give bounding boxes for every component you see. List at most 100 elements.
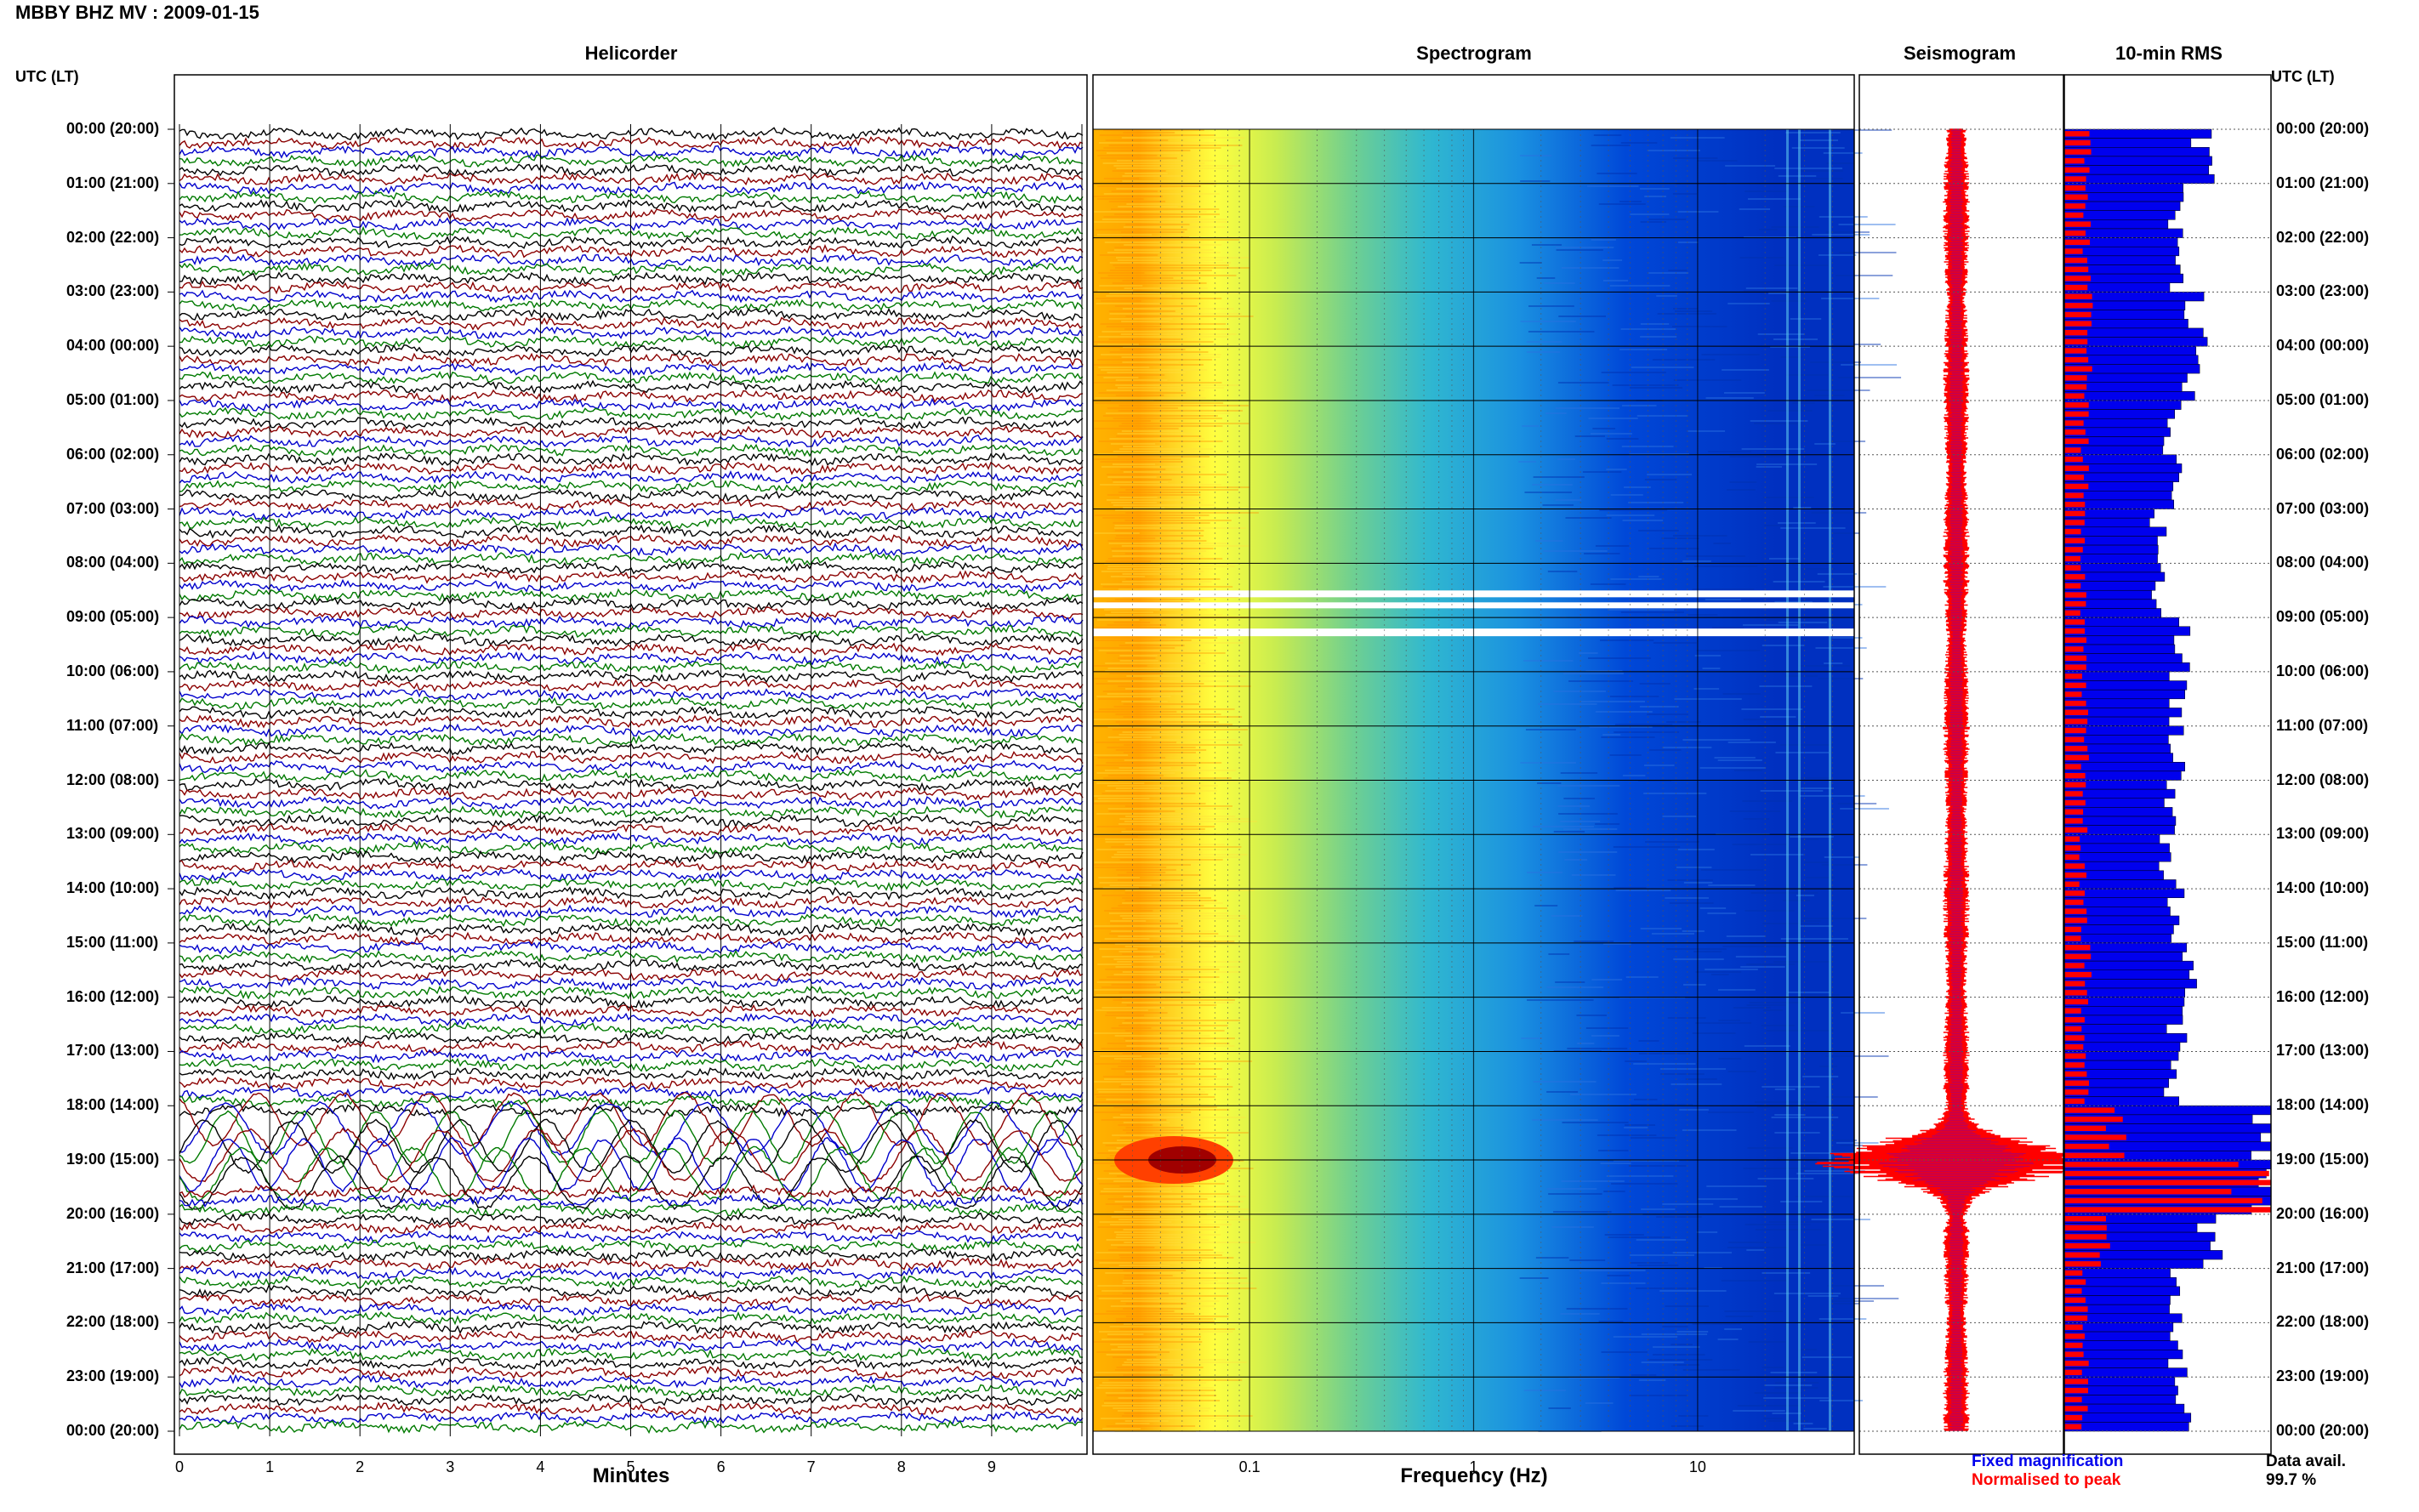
rms-bar-normalised <box>2064 510 2086 517</box>
hour-label: 03:00 (23:00) <box>2276 282 2370 300</box>
rms-bar-normalised <box>2064 366 2092 372</box>
rms-bar-normalised <box>2064 600 2086 607</box>
hour-label: 04:00 (00:00) <box>66 337 160 355</box>
rms-bar-normalised <box>2064 311 2092 318</box>
rms-bar-normalised <box>2064 555 2080 562</box>
hour-label: 00:00 (20:00) <box>66 1422 160 1439</box>
rms-bar-fixed <box>2063 689 2185 700</box>
rms-bar-normalised <box>2064 655 2087 662</box>
rms-bar-normalised <box>2064 1197 2262 1204</box>
hour-label: 03:00 (23:00) <box>66 282 160 300</box>
hour-label: 00:00 (20:00) <box>2276 1422 2370 1439</box>
rms-bar-normalised <box>2064 456 2083 463</box>
rms-bar-fixed <box>2063 852 2171 862</box>
rms-bar-normalised <box>2064 139 2091 146</box>
rms-bar-normalised <box>2064 257 2088 264</box>
hour-label: 22:00 (18:00) <box>2276 1313 2370 1331</box>
rms-bar-normalised <box>2064 1062 2085 1068</box>
hour-label: 16:00 (12:00) <box>2276 987 2370 1005</box>
hour-label: 21:00 (17:00) <box>2276 1259 2370 1276</box>
hour-label: 22:00 (18:00) <box>66 1313 160 1331</box>
rms-bar-normalised <box>2064 809 2084 815</box>
rms-bar-normalised <box>2064 674 2082 679</box>
rms-bar-normalised <box>2064 1406 2088 1412</box>
rms-bar-normalised <box>2064 691 2082 697</box>
rms-bars <box>2063 128 2272 1432</box>
minute-tick-label: 6 <box>716 1458 726 1475</box>
rms-bar-normalised <box>2064 293 2092 299</box>
hour-label: 21:00 (17:00) <box>66 1259 160 1276</box>
rms-bar-normalised <box>2064 1361 2089 1367</box>
hour-label: 05:00 (01:00) <box>66 390 160 408</box>
rms-bar-normalised <box>2064 881 2080 887</box>
seismogram-fixed <box>1878 128 2035 1431</box>
hour-label: 09:00 (05:00) <box>2276 608 2370 626</box>
rms-bar-normalised <box>2064 393 2085 399</box>
minute-tick-label: 0 <box>174 1458 185 1475</box>
rms-bar-normalised <box>2064 1324 2083 1330</box>
spectrogram-xlabel: Frequency (Hz) <box>1400 1464 1548 1487</box>
page-title: MBBY BHZ MV : 2009-01-15 <box>15 2 259 23</box>
rms-bar-normalised <box>2064 1189 2232 1195</box>
frequency-tick-label: 0.1 <box>1238 1458 1261 1475</box>
data-avail-label: Data avail. <box>2266 1452 2346 1470</box>
rms-bar-normalised <box>2064 1378 2088 1384</box>
rms-bar-normalised <box>2064 492 2084 498</box>
spectrogram-title: Spectrogram <box>1416 43 1532 64</box>
rms-bar-normalised <box>2064 827 2088 833</box>
rms-bar-normalised <box>2064 854 2080 861</box>
minute-tick-label: 3 <box>446 1458 455 1475</box>
hour-label: 23:00 (19:00) <box>66 1367 160 1385</box>
rms-bar-normalised <box>2064 981 2086 986</box>
hour-label: 11:00 (07:00) <box>66 716 159 734</box>
rms-bar-fixed <box>2063 879 2177 890</box>
rms-bar-normalised <box>2064 610 2080 616</box>
rms-bar-normalised <box>2064 1152 2125 1158</box>
minute-tick-label: 9 <box>987 1458 996 1475</box>
rms-bar-normalised <box>2064 1143 2109 1150</box>
hour-label: 17:00 (13:00) <box>66 1042 160 1060</box>
rms-bar-normalised <box>2064 1306 2088 1312</box>
rms-bar-normalised <box>2064 266 2089 272</box>
seismogram-title: Seismogram <box>1903 43 2017 64</box>
rms-bar-normalised <box>2064 1071 2087 1077</box>
hour-label: 15:00 (11:00) <box>66 933 159 951</box>
rms-bar-normalised <box>2064 1315 2088 1322</box>
rms-bar-normalised <box>2064 935 2081 941</box>
rms-bar-normalised <box>2064 520 2085 526</box>
rms-bar-fixed <box>2063 1367 2188 1378</box>
rms-bar-normalised <box>2064 1098 2085 1105</box>
rms-bar-normalised <box>2064 664 2086 670</box>
rms-bar-normalised <box>2064 926 2081 933</box>
rms-bar-normalised <box>2064 1387 2088 1394</box>
rms-bar-normalised <box>2064 185 2086 191</box>
hour-label: 04:00 (00:00) <box>2276 337 2370 355</box>
rms-bar-normalised <box>2064 727 2086 734</box>
hour-label: 05:00 (01:00) <box>2276 390 2370 408</box>
rms-bar-normalised <box>2064 583 2081 589</box>
rms-bar-normalised <box>2064 1117 2123 1123</box>
minute-tick-label: 4 <box>536 1458 545 1475</box>
rms-bar-normalised <box>2064 953 2092 960</box>
hour-label: 08:00 (04:00) <box>66 554 160 571</box>
rms-bar-normalised <box>2064 899 2084 906</box>
rms-bar-normalised <box>2064 1080 2089 1086</box>
rms-bar-normalised <box>2064 465 2089 471</box>
rms-bar-normalised <box>2064 1396 2082 1402</box>
rms-bar-normalised <box>2064 1351 2084 1357</box>
hour-label: 20:00 (16:00) <box>2276 1204 2370 1222</box>
hour-label: 12:00 (08:00) <box>2276 770 2370 788</box>
rms-bar-normalised <box>2064 945 2091 951</box>
rms-bar-normalised <box>2064 1342 2083 1349</box>
rms-bar-normalised <box>2064 158 2085 164</box>
rms-title: 10-min RMS <box>2115 43 2223 64</box>
utc-header-right: UTC (LT) <box>2271 68 2335 85</box>
rms-bar-normalised <box>2064 1288 2082 1294</box>
rms-bar-normalised <box>2064 971 2092 978</box>
rms-bar-normalised <box>2064 1089 2089 1095</box>
rms-bar-normalised <box>2064 528 2081 535</box>
rms-bar-normalised <box>2064 303 2093 309</box>
rms-bar-normalised <box>2064 203 2086 209</box>
rms-bar-normalised <box>2064 1252 2100 1258</box>
rms-bar-fixed <box>2063 761 2185 772</box>
